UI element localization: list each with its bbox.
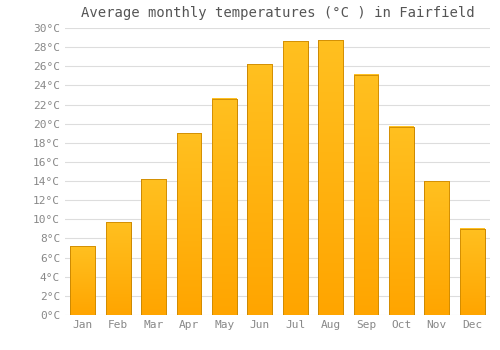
Bar (212, 99, 237, 315)
Bar (460, 229, 484, 315)
Bar (389, 127, 414, 315)
Bar (248, 64, 272, 315)
Bar (318, 41, 343, 315)
Bar (106, 222, 130, 315)
Bar (318, 41, 343, 315)
Bar (106, 222, 130, 315)
Bar (389, 127, 414, 315)
Bar (70, 246, 95, 315)
Bar (70, 246, 95, 315)
Bar (141, 179, 166, 315)
Bar (141, 179, 166, 315)
Bar (212, 99, 237, 315)
Bar (176, 133, 202, 315)
Bar (248, 64, 272, 315)
Title: Average monthly temperatures (°C ) in Fairfield: Average monthly temperatures (°C ) in Fa… (80, 6, 474, 20)
Bar (283, 41, 308, 315)
Bar (460, 229, 484, 315)
Bar (176, 133, 202, 315)
Bar (354, 75, 378, 315)
Bar (283, 41, 308, 315)
Bar (354, 75, 378, 315)
Bar (424, 181, 450, 315)
Bar (424, 181, 450, 315)
